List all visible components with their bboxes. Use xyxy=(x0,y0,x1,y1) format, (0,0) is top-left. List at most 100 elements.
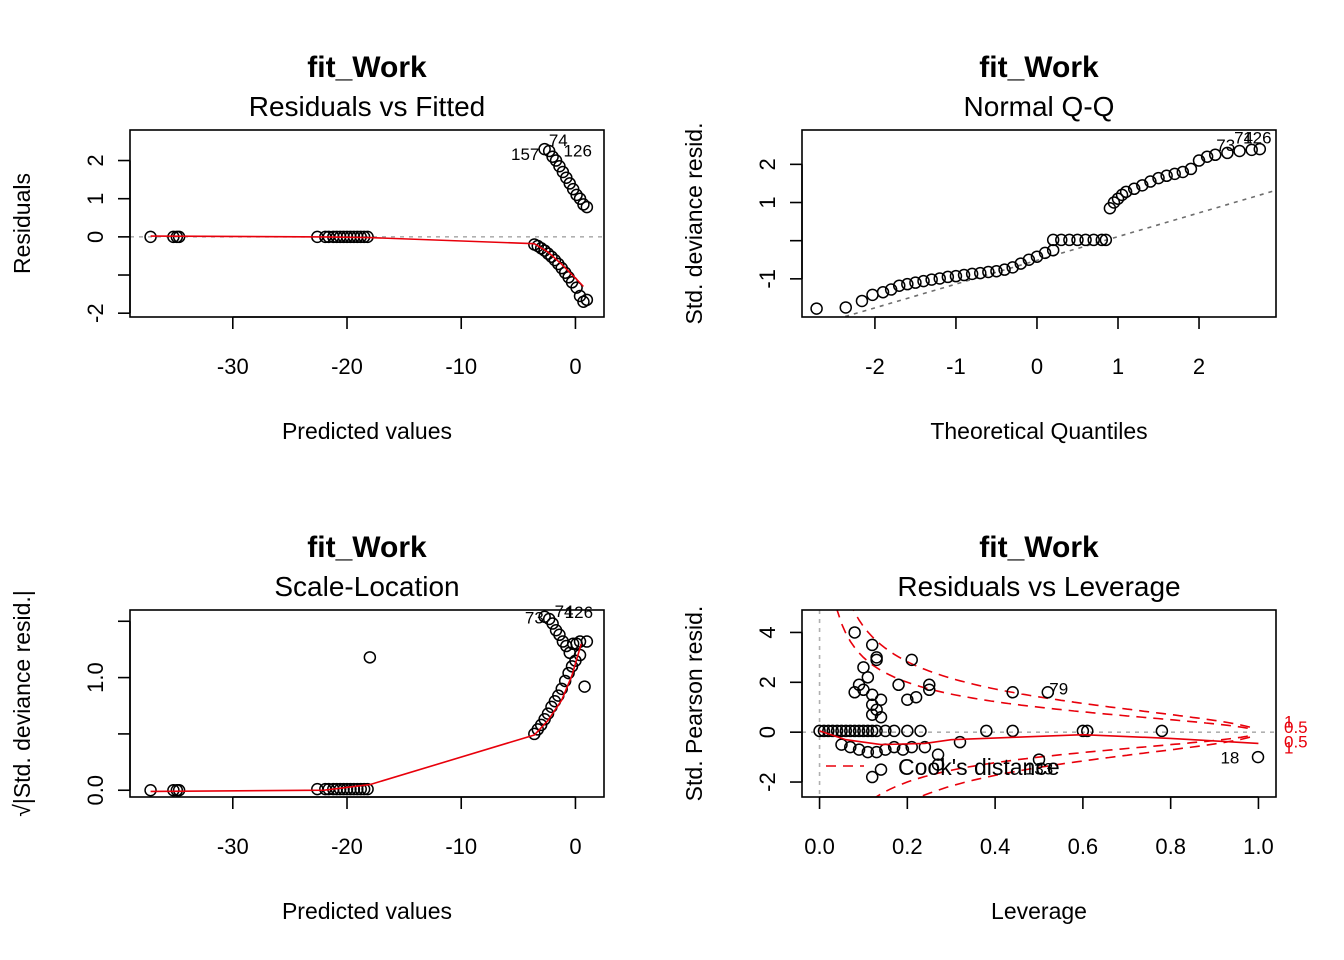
y-axis-label: Std. deviance resid. xyxy=(681,122,707,324)
data-point xyxy=(1107,196,1121,209)
y-axis-label: Residuals xyxy=(9,173,35,274)
plot-area xyxy=(130,142,604,308)
x-axis-label: Leverage xyxy=(991,898,1087,924)
point-id-label: 126 xyxy=(1243,128,1271,147)
data-point xyxy=(923,683,936,697)
panel-p1: fit_Work Residuals vs Fitted Predicted val… xyxy=(9,51,605,444)
data-point xyxy=(901,277,914,291)
data-point xyxy=(813,724,826,738)
y-tick-label: -1 xyxy=(755,269,780,289)
data-point xyxy=(1095,233,1109,247)
point-id-label: 126 xyxy=(564,142,592,161)
data-point xyxy=(879,724,892,738)
y-tick-label: -2 xyxy=(755,772,780,792)
data-point xyxy=(852,724,866,738)
x-tick-label: 0 xyxy=(569,354,581,379)
x-tick-label: 0 xyxy=(1031,354,1043,379)
data-point xyxy=(965,267,979,281)
data-point xyxy=(1127,182,1141,196)
data-point xyxy=(1160,169,1173,183)
data-point xyxy=(1144,175,1157,188)
data-point xyxy=(857,661,870,674)
data-point xyxy=(909,276,922,289)
smoother-line xyxy=(150,643,582,793)
data-point xyxy=(990,264,1003,278)
data-point xyxy=(1076,724,1090,738)
data-point xyxy=(1022,253,1036,267)
data-point xyxy=(861,745,875,759)
y-tick-label: 2 xyxy=(755,676,780,688)
data-point xyxy=(1155,724,1169,738)
x-tick-label: 0.6 xyxy=(1068,834,1099,859)
cooks-level-label: 1 xyxy=(1284,739,1293,758)
data-point xyxy=(887,724,901,738)
data-point xyxy=(566,637,580,651)
data-point xyxy=(857,724,870,738)
point-id-label: 74 xyxy=(549,131,568,150)
data-point xyxy=(826,724,839,738)
data-point xyxy=(848,724,861,738)
data-point xyxy=(822,724,835,738)
data-point xyxy=(855,294,869,308)
data-point xyxy=(925,273,938,286)
x-tick-label: -2 xyxy=(865,354,885,379)
data-point xyxy=(1136,179,1149,192)
x-axis-label: Predicted values xyxy=(282,898,452,924)
data-point xyxy=(1251,750,1265,764)
data-point xyxy=(1168,167,1181,181)
data-point xyxy=(577,198,590,211)
data-point xyxy=(974,266,987,280)
data-point xyxy=(555,682,568,696)
data-point xyxy=(1176,165,1190,179)
x-tick-label: -30 xyxy=(217,834,249,859)
data-point xyxy=(905,653,918,667)
chart-title: fit_Work xyxy=(307,531,427,564)
data-point xyxy=(980,724,993,738)
data-point xyxy=(357,782,371,796)
data-point xyxy=(865,770,879,784)
data-point xyxy=(909,691,923,704)
data-point xyxy=(933,272,946,285)
data-point xyxy=(1233,144,1246,158)
point-id-label: 133 xyxy=(1025,760,1053,779)
data-point xyxy=(870,745,883,759)
data-point xyxy=(1208,148,1222,162)
x-tick-label: -30 xyxy=(217,354,249,379)
data-point xyxy=(923,678,936,692)
data-point xyxy=(541,247,555,260)
data-point xyxy=(578,680,591,693)
data-point xyxy=(870,651,883,664)
data-point xyxy=(1006,261,1019,274)
data-point xyxy=(861,671,875,684)
data-point xyxy=(949,269,963,283)
data-point xyxy=(546,150,559,163)
data-point xyxy=(1071,233,1084,247)
point-id-label: 18 xyxy=(1220,748,1239,767)
data-point xyxy=(1006,686,1019,699)
y-axis-label: Std. Pearson resid. xyxy=(681,606,707,802)
data-point xyxy=(901,724,914,738)
data-point xyxy=(1221,146,1234,160)
point-id-label: 157 xyxy=(511,145,539,164)
data-point xyxy=(545,250,558,263)
data-point xyxy=(1192,154,1206,167)
data-point xyxy=(861,724,875,738)
data-point xyxy=(810,302,823,315)
cooks-distance-contour xyxy=(917,734,1255,797)
data-point xyxy=(580,200,594,214)
data-point xyxy=(1063,233,1076,247)
data-point xyxy=(1038,246,1052,260)
x-tick-label: 0 xyxy=(569,834,581,859)
data-point xyxy=(1152,171,1165,185)
chart-title: fit_Work xyxy=(979,531,1099,564)
data-point xyxy=(874,710,888,724)
data-point xyxy=(852,743,866,756)
data-point xyxy=(865,708,879,721)
data-point xyxy=(835,738,848,751)
data-point xyxy=(931,758,945,771)
data-point xyxy=(839,724,853,738)
smoother-line xyxy=(150,235,584,288)
data-point xyxy=(363,651,377,664)
data-point xyxy=(870,653,883,667)
